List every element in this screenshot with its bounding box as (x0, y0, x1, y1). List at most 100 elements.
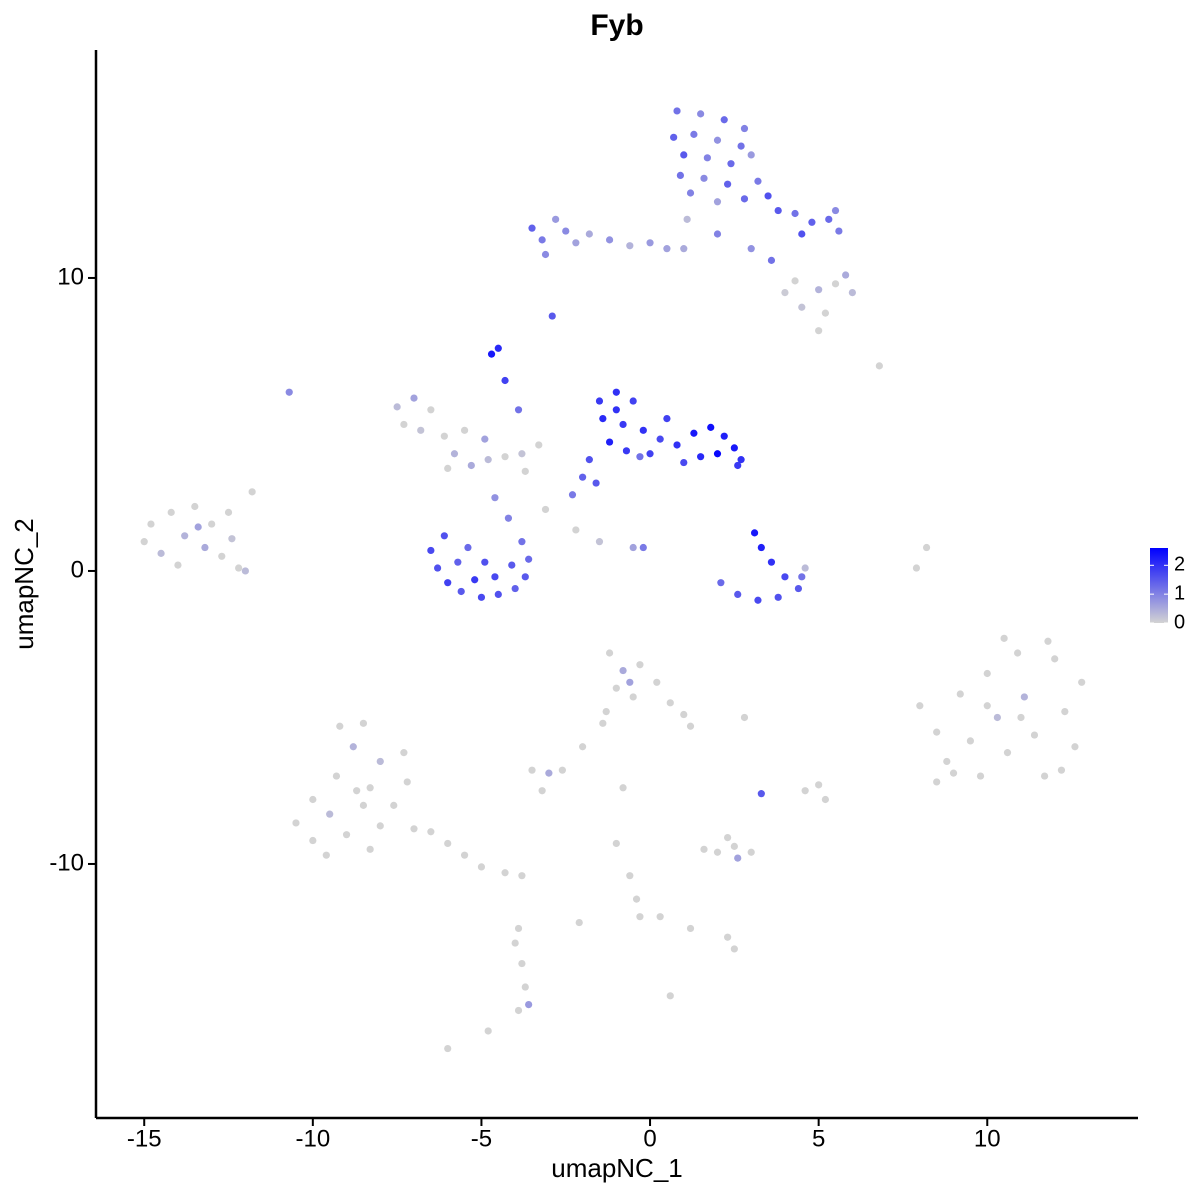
cell-point (514, 406, 523, 414)
cell-point (208, 520, 216, 528)
cell-point (653, 678, 661, 686)
cell-point (481, 435, 489, 443)
cell-point (943, 757, 951, 766)
cell-point (632, 895, 641, 903)
cell-point (460, 851, 469, 859)
cell-point (727, 160, 735, 168)
cell-point (228, 535, 236, 543)
cell-point (821, 795, 830, 804)
cell-point (403, 778, 411, 786)
cell-point (518, 538, 526, 546)
cell-point (808, 218, 816, 226)
cell-point (794, 584, 803, 593)
cell-point (619, 420, 627, 429)
cell-point (1071, 743, 1079, 751)
cell-point (605, 236, 614, 244)
color-bar (1150, 548, 1168, 623)
cell-point (349, 743, 357, 751)
cell-point (501, 453, 509, 461)
cell-point (471, 576, 479, 584)
cell-point (538, 787, 546, 795)
y-tick-label: 0 (71, 556, 84, 583)
cell-point (248, 488, 256, 496)
cell-point (417, 426, 425, 434)
cell-point (966, 737, 975, 745)
y-axis-label: umapNC_2 (9, 518, 39, 650)
cell-point (730, 842, 738, 850)
cell-point (528, 224, 536, 232)
cell-point (720, 432, 728, 440)
cell-point (511, 939, 519, 947)
cell-point (713, 198, 722, 206)
cell-point (801, 564, 809, 572)
cell-point (703, 154, 711, 162)
cell-point (599, 719, 607, 727)
cell-point (1061, 708, 1069, 716)
cell-point (663, 414, 671, 423)
cell-point (697, 453, 705, 461)
cell-point (831, 206, 840, 215)
cell-point (427, 406, 435, 414)
cell-point (791, 277, 799, 285)
cell-point (757, 790, 765, 798)
cell-point (949, 769, 958, 777)
cell-point (683, 215, 691, 223)
cell-point (514, 924, 523, 933)
cell-point (332, 772, 341, 780)
cell-point (663, 245, 671, 253)
cell-point (774, 593, 782, 601)
cell-point (400, 749, 408, 757)
cell-point (491, 573, 499, 581)
cell-point (518, 872, 526, 880)
cell-point (460, 426, 469, 434)
cell-point (922, 543, 931, 552)
cell-point (575, 918, 583, 927)
cell-point (147, 520, 155, 528)
cell-point (798, 573, 806, 581)
cell-point (342, 831, 351, 839)
cell-point (673, 441, 681, 449)
cell-point (592, 479, 600, 487)
cell-point (740, 195, 749, 203)
cell-point (707, 423, 715, 431)
cell-point (514, 1006, 523, 1015)
cell-point (680, 151, 688, 159)
cell-point (821, 309, 830, 317)
cell-point (629, 543, 637, 552)
cell-point (713, 848, 722, 856)
cell-point (700, 845, 708, 853)
cell-point (157, 549, 165, 557)
cell-point (521, 983, 529, 991)
cell-point (572, 526, 580, 534)
cell-point (697, 110, 705, 118)
cell-point (309, 836, 317, 845)
cell-point (815, 781, 823, 789)
cell-point (690, 130, 698, 138)
cell-point (235, 564, 243, 572)
cell-point (619, 666, 627, 675)
cell-point (366, 845, 374, 853)
cell-point (487, 350, 496, 358)
cell-point (336, 722, 344, 730)
cell-point (501, 376, 509, 385)
cell-point (353, 787, 361, 795)
cell-point (528, 766, 536, 774)
cell-point (376, 757, 384, 766)
cell-point (605, 438, 614, 446)
cell-point (484, 1027, 492, 1035)
cell-point (572, 239, 580, 247)
cell-point (1014, 649, 1022, 657)
cell-point (835, 227, 843, 235)
cell-point (501, 869, 509, 877)
cell-point (359, 719, 368, 727)
cell-point (754, 596, 762, 604)
cell-point (595, 397, 604, 405)
cell-point (686, 189, 695, 197)
cell-point (791, 209, 799, 218)
cell-point (393, 403, 401, 411)
cell-point (467, 461, 475, 470)
cell-point (815, 286, 823, 294)
cell-point (646, 239, 654, 247)
cell-point (494, 344, 502, 352)
